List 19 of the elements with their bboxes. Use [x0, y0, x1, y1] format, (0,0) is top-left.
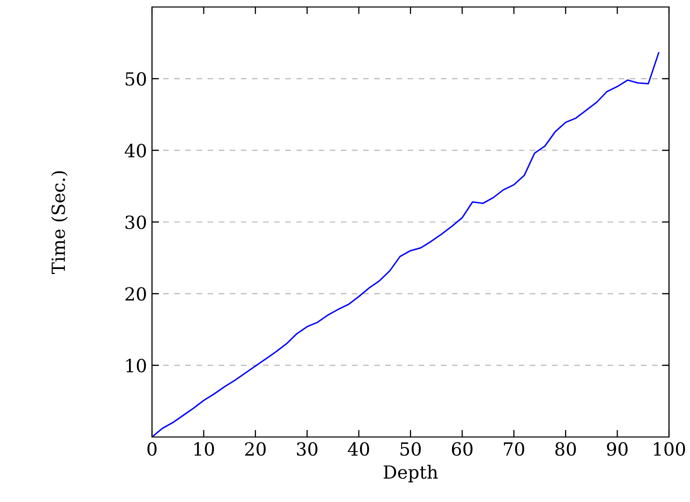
- x-tick-label: 100: [654, 442, 686, 456]
- x-tick-label: 40: [348, 442, 370, 456]
- y-tick-label: 40: [124, 144, 146, 158]
- x-tick-label: 90: [606, 442, 628, 456]
- x-tick-label: 20: [245, 442, 266, 456]
- line-series: [152, 52, 660, 437]
- x-tick-label: 50: [400, 442, 421, 456]
- x-tick-label: 70: [504, 442, 524, 456]
- x-axis-title: Depth: [384, 464, 438, 482]
- x-tick-label: 60: [452, 442, 472, 456]
- y-axis-title: Time (Sec.): [51, 171, 68, 274]
- x-tick-label: 0: [147, 442, 157, 456]
- y-tick-label: 10: [126, 358, 146, 372]
- y-tick-label: 30: [126, 215, 146, 230]
- x-tick-label: 80: [555, 442, 576, 456]
- x-tick-label: 30: [296, 442, 318, 456]
- y-tick-label: 20: [125, 287, 146, 301]
- x-tick-label: 10: [194, 442, 214, 456]
- y-tick-label: 50: [126, 72, 146, 86]
